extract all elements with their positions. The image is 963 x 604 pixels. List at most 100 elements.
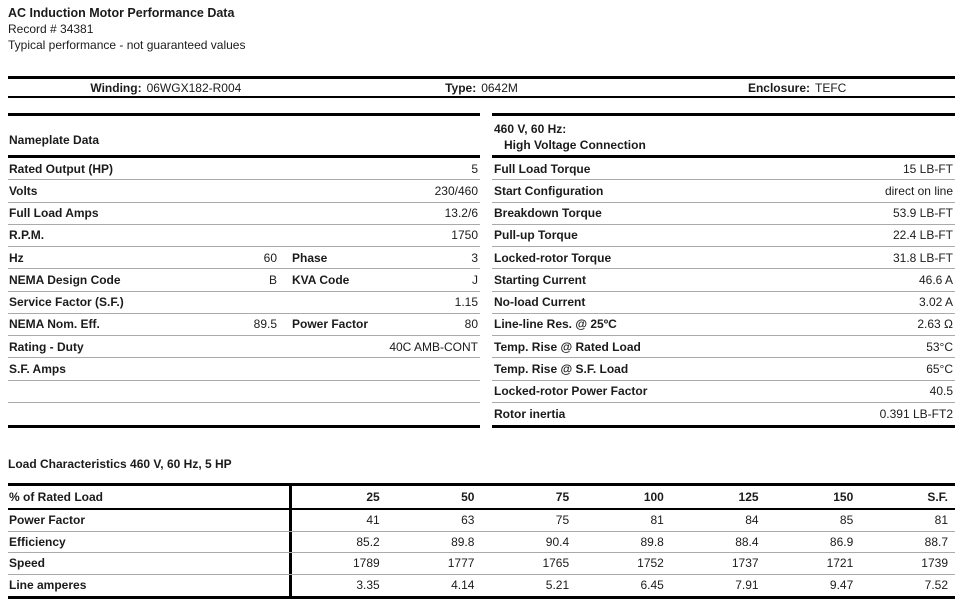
table-row: R.P.M. 1750 <box>8 225 480 247</box>
table-row: Full Load Torque 15 LB-FT <box>492 158 955 181</box>
row-label: Rated Output (HP) <box>9 161 113 176</box>
table-row: NEMA Design Code B KVA Code J <box>8 269 480 292</box>
row-label: Power Factor <box>8 510 292 531</box>
row-label: Volts <box>9 183 38 198</box>
row-label: Breakdown Torque <box>494 206 602 221</box>
row-value: 0.391 LB-FT2 <box>879 406 953 421</box>
table-row: Breakdown Torque 53.9 LB-FT <box>492 203 955 225</box>
cell-value: 1752 <box>637 556 664 571</box>
type-field: Type: 0642M <box>324 81 640 95</box>
row-label2: Phase <box>292 250 328 265</box>
cell-value: 89.8 <box>451 534 475 549</box>
table-row: Service Factor (S.F.) 1.15 <box>8 292 480 314</box>
row-value: 3.02 A <box>918 295 953 310</box>
row-mid-value: B <box>268 272 277 287</box>
cell-value: 1739 <box>921 556 948 571</box>
document-header: AC Induction Motor Performance Data Reco… <box>8 5 245 53</box>
hv-heading-line2: High Voltage Connection <box>504 137 646 152</box>
cell-value: 89.8 <box>640 534 664 549</box>
table-row: Rating - Duty 40C AMB-CONT <box>8 336 480 359</box>
row-label: Pull-up Torque <box>494 228 578 243</box>
table-row: Power Factor 41 63 75 81 84 85 81 <box>8 510 955 532</box>
table-row: Hz 60 Phase 3 <box>8 247 480 270</box>
row-value: 53.9 LB-FT <box>892 206 953 221</box>
table-row: Pull-up Torque 22.4 LB-FT <box>492 225 955 247</box>
table-row: Starting Current 46.6 A <box>492 269 955 292</box>
record-number: Record # 34381 <box>8 22 94 36</box>
table-row: Temp. Rise @ S.F. Load 65°C <box>492 358 955 381</box>
row-label: Locked-rotor Torque <box>494 250 612 265</box>
table-header-row: % of Rated Load 25 50 75 100 125 150 S.F… <box>8 486 955 510</box>
row-label: Temp. Rise @ Rated Load <box>494 339 641 354</box>
page-title: AC Induction Motor Performance Data <box>8 6 235 20</box>
winding-value: 06WGX182-R004 <box>146 80 242 95</box>
row-value: 13.2/6 <box>444 206 478 221</box>
cell-value: 6.45 <box>640 578 664 593</box>
enclosure-value: TEFC <box>814 80 847 95</box>
row-label: Starting Current <box>494 272 587 287</box>
cell-value: 84 <box>745 513 759 528</box>
row-value: 1750 <box>451 228 478 243</box>
cell-value: 1777 <box>447 556 475 571</box>
row-label: Rotor inertia <box>494 406 566 421</box>
row-value: 46.6 A <box>918 272 953 287</box>
table-row: Locked-rotor Torque 31.8 LB-FT <box>492 247 955 270</box>
column-header: 50 <box>461 490 475 504</box>
row-value: J <box>472 272 478 287</box>
identification-bar: Winding: 06WGX182-R004 Type: 0642M Enclo… <box>8 76 955 98</box>
row-mid-value: 89.5 <box>253 317 277 332</box>
high-voltage-heading: 460 V, 60 Hz: High Voltage Connection <box>492 113 955 158</box>
row-label: Service Factor (S.F.) <box>9 295 124 310</box>
row-label: R.P.M. <box>9 228 45 243</box>
table-row: Line-line Res. @ 25ºC 2.63 Ω <box>492 314 955 336</box>
table-row: Temp. Rise @ Rated Load 53°C <box>492 336 955 359</box>
row-value: 53°C <box>926 339 953 354</box>
cell-value: 88.4 <box>735 534 759 549</box>
cell-value: 1765 <box>542 556 570 571</box>
row-label: Full Load Amps <box>9 206 99 221</box>
column-header: % of Rated Load <box>8 486 292 508</box>
type-label: Type: <box>445 80 477 95</box>
row-label: Line amperes <box>8 574 292 596</box>
cell-value: 85.2 <box>356 534 380 549</box>
table-row: Line amperes 3.35 4.14 5.21 6.45 7.91 9.… <box>8 574 955 596</box>
column-header: 25 <box>366 490 380 504</box>
row-value: 22.4 LB-FT <box>892 228 953 243</box>
table-row: No-load Current 3.02 A <box>492 292 955 314</box>
row-label: Efficiency <box>8 531 292 552</box>
row-label: Line-line Res. @ 25ºC <box>494 317 617 332</box>
column-header: 150 <box>833 490 854 504</box>
column-header: S.F. <box>927 490 948 504</box>
row-label2: Power Factor <box>292 317 369 332</box>
cell-value: 7.52 <box>924 578 948 593</box>
disclaimer-text: Typical performance - not guaranteed val… <box>8 38 246 52</box>
cell-value: 90.4 <box>545 534 570 549</box>
row-label: Hz <box>9 250 24 265</box>
table-row: NEMA Nom. Eff. 89.5 Power Factor 80 <box>8 314 480 336</box>
column-header: 75 <box>555 490 570 504</box>
table-row: Start Configuration direct on line <box>492 180 955 203</box>
winding-label: Winding: <box>90 80 142 95</box>
row-label2: KVA Code <box>292 272 350 287</box>
cell-value: 1789 <box>353 556 380 571</box>
winding-field: Winding: 06WGX182-R004 <box>8 81 324 95</box>
table-row: Efficiency 85.2 89.8 90.4 89.8 88.4 86.9… <box>8 531 955 553</box>
row-value: 31.8 LB-FT <box>892 250 953 265</box>
row-label: Locked-rotor Power Factor <box>494 384 648 399</box>
row-value: 40C AMB-CONT <box>389 339 478 354</box>
cell-value: 1721 <box>826 556 854 571</box>
high-voltage-table: Full Load Torque 15 LB-FT Start Configura… <box>492 158 955 428</box>
load-characteristics-table: % of Rated Load 25 50 75 100 125 150 S.F… <box>8 483 955 599</box>
cell-value: 88.7 <box>924 534 948 549</box>
row-value: 40.5 <box>929 384 953 399</box>
row-value: 15 LB-FT <box>902 161 953 176</box>
cell-value: 85 <box>839 513 854 528</box>
table-row: Speed 1789 1777 1765 1752 1737 1721 1739 <box>8 553 955 575</box>
nameplate-panel: Nameplate Data Rated Output (HP) 5 Volts… <box>8 113 480 428</box>
empty-row <box>8 381 480 403</box>
row-label: Full Load Torque <box>494 161 591 176</box>
column-header: 125 <box>738 490 759 504</box>
row-label: Start Configuration <box>494 183 604 198</box>
nameplate-heading: Nameplate Data <box>8 113 480 158</box>
cell-value: 5.21 <box>545 578 570 593</box>
